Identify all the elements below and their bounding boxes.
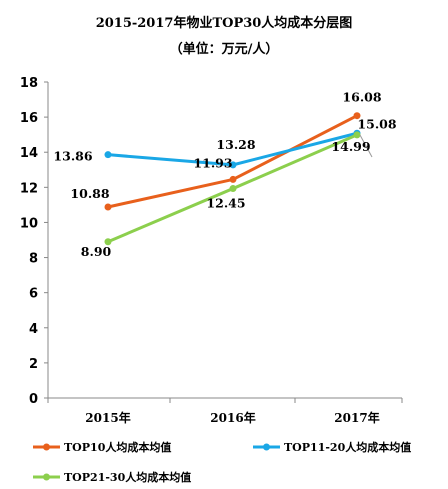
y-tick-label: 6 <box>29 287 38 302</box>
y-tick-label: 2 <box>29 357 38 372</box>
series-1-point <box>229 175 237 183</box>
data-label: 15.08 <box>357 116 396 131</box>
data-label: 16.08 <box>342 90 381 105</box>
data-label: 14.99 <box>331 139 370 154</box>
chart-title: 2015-2017年物业TOP30人均成本分层图 <box>95 16 353 31</box>
label-leader-line <box>359 134 373 158</box>
y-tick-label: 8 <box>29 252 38 267</box>
series-3-point <box>229 185 237 193</box>
chart-subtitle: （单位：万元/人） <box>169 42 279 57</box>
legend-swatch-marker <box>43 443 50 451</box>
legend-item-2: TOP11-20人均成本均值 <box>253 440 411 454</box>
y-tick-label: 18 <box>20 76 38 91</box>
x-tick-label: 2016年 <box>210 410 255 425</box>
data-label: 8.90 <box>81 244 112 259</box>
data-label: 11.93 <box>193 156 232 171</box>
data-label: 12.45 <box>206 195 245 210</box>
x-tick-label: 2017年 <box>334 410 379 425</box>
legend-label: TOP21-30人均成本均值 <box>64 470 191 484</box>
series-1-point <box>104 203 112 211</box>
y-tick-label: 16 <box>20 111 38 126</box>
series-1-point <box>353 112 361 120</box>
legend-item-1: TOP10人均成本均值 <box>33 440 171 454</box>
legend-label: TOP10人均成本均值 <box>64 440 171 454</box>
data-label: 13.28 <box>216 137 255 152</box>
data-label: 13.86 <box>53 149 92 164</box>
legend-swatch-marker <box>263 443 270 451</box>
legend-swatch-marker <box>43 473 50 481</box>
legend-item-3: TOP21-30人均成本均值 <box>33 470 191 484</box>
series-2-point <box>229 161 237 169</box>
legend-label: TOP11-20人均成本均值 <box>284 440 411 454</box>
y-tick-label: 4 <box>29 322 38 337</box>
x-tick-label: 2015年 <box>85 410 130 425</box>
data-label: 10.88 <box>70 186 109 201</box>
y-tick-label: 10 <box>20 216 38 231</box>
y-tick-label: 12 <box>20 181 38 196</box>
series-3-point <box>104 238 112 246</box>
y-tick-label: 14 <box>20 146 38 161</box>
series-2-point <box>104 151 112 159</box>
series-3-point <box>353 131 361 139</box>
y-tick-label: 0 <box>29 392 38 407</box>
